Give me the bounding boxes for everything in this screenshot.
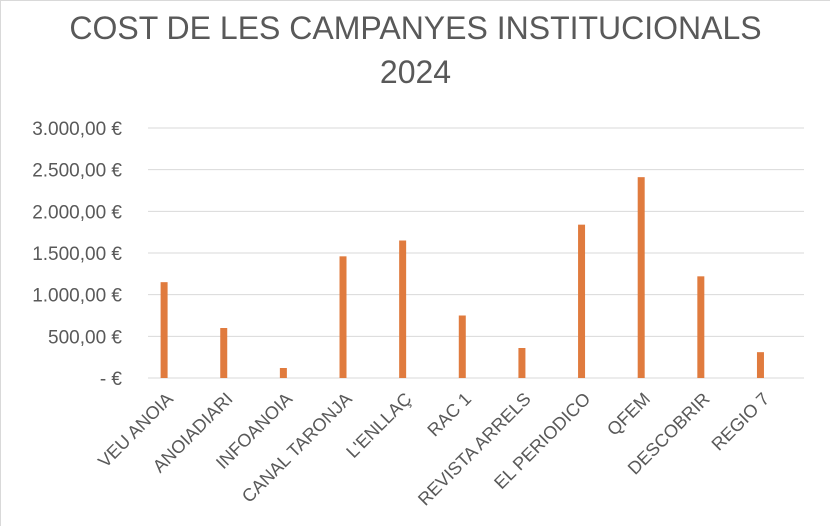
x-tick-label: L'ENLLAÇ: [342, 389, 415, 462]
bar: [756, 352, 764, 378]
bar: [220, 328, 228, 378]
y-tick-label: 500,00 €: [48, 327, 122, 348]
x-tick-label: QFEM: [603, 389, 654, 440]
y-tick-label: 3.000,00 €: [32, 119, 122, 140]
bar: [458, 315, 466, 378]
bar: [399, 240, 407, 378]
y-tick-label: - €: [100, 369, 123, 390]
bar: [279, 368, 287, 378]
y-tick-label: 1.500,00 €: [32, 244, 122, 265]
x-tick-label: REGIO 7: [708, 389, 774, 455]
y-tick-label: 2.500,00 €: [32, 161, 122, 182]
bar: [637, 177, 645, 378]
x-tick-label: CANAL TARONJA: [238, 389, 356, 507]
y-axis-ticks: - € 500,00 € 1.000,00 € 1.500,00 € 2.000,00 …: [32, 119, 122, 390]
bar: [578, 224, 586, 378]
bar: [518, 348, 526, 378]
bar: [697, 276, 705, 378]
gridlines: [148, 127, 804, 379]
y-tick-label: 1.000,00 €: [32, 286, 122, 307]
x-tick-label: REVISTA ARRELS: [414, 389, 535, 510]
bar: [339, 256, 347, 378]
bar: [160, 282, 168, 378]
chart-title: COST DE LES CAMPANYES INSTITUCIONALS: [69, 10, 762, 46]
y-tick-label: 2.000,00 €: [32, 202, 122, 223]
x-tick-label: RAC 1: [423, 389, 475, 441]
chart-subtitle: 2024: [379, 54, 452, 90]
bars: [160, 177, 764, 378]
